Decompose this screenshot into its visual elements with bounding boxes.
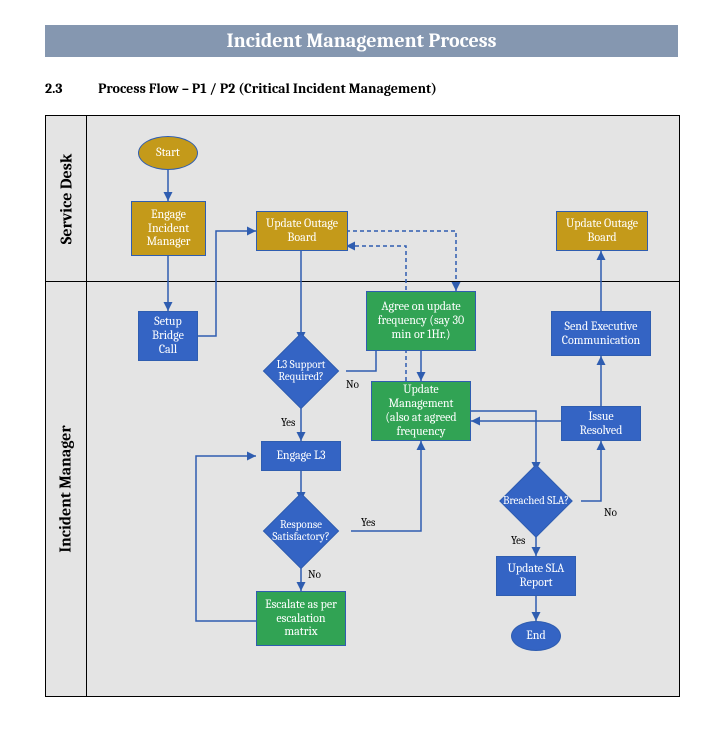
page-title: Incident Management Process: [226, 29, 496, 52]
edge-label-sla-yes: Yes: [511, 534, 525, 547]
node-label: Engage Incident Manager: [136, 208, 201, 249]
section-title: Process Flow – P1 / P2 (Critical Inciden…: [98, 80, 437, 97]
node-issue-resolved: Issue Resolved: [561, 406, 641, 441]
node-label: L3 Support Required?: [260, 359, 342, 383]
node-label: Update Outage Board: [261, 217, 343, 245]
section-heading: 2.3 Process Flow – P1 / P2 (Critical Inc…: [45, 80, 437, 97]
node-label: Update Management (also at agreed freque…: [376, 383, 466, 438]
node-end: End: [511, 621, 561, 651]
node-send-executive-communication: Send Executive Communication: [551, 311, 651, 356]
node-label: Send Executive Communication: [556, 320, 646, 348]
page-title-bar: Incident Management Process: [45, 25, 678, 57]
node-label: Engage L3: [276, 449, 325, 463]
node-engage-incident-manager: Engage Incident Manager: [131, 201, 206, 256]
node-update-sla-report: Update SLA Report: [496, 556, 576, 596]
node-update-management: Update Management (also at agreed freque…: [371, 381, 471, 441]
node-update-outage-board-2: Update Outage Board: [556, 211, 648, 251]
lane-label-text: Service Desk: [57, 153, 75, 244]
node-breached-sla: Breached SLA?: [491, 471, 581, 531]
edge-label-resp-no: No: [308, 568, 321, 581]
node-update-outage-board-1: Update Outage Board: [256, 211, 348, 251]
node-setup-bridge-call: Setup Bridge Call: [138, 311, 198, 361]
node-label: Escalate as per escalation matrix: [261, 598, 341, 639]
section-number: 2.3: [45, 80, 95, 97]
lane-label-service-desk: Service Desk: [46, 116, 86, 281]
node-label: Update SLA Report: [501, 562, 571, 590]
flowchart-frame: Service Desk Incident Manager: [45, 115, 680, 697]
lane-label-text: Incident Manager: [57, 425, 75, 552]
node-label: Breached SLA?: [503, 495, 569, 507]
node-label: Response Satisfactory?: [255, 519, 347, 543]
edge-label-sla-no: No: [604, 506, 617, 519]
node-response-satisfactory: Response Satisfactory?: [251, 501, 351, 561]
node-escalate: Escalate as per escalation matrix: [256, 591, 346, 646]
edge-label-l3-yes: Yes: [281, 416, 295, 429]
node-label: Start: [156, 146, 180, 160]
lane-divider-vertical: [86, 116, 87, 696]
lane-divider-horizontal: [46, 281, 679, 282]
node-engage-l3: Engage L3: [261, 441, 341, 471]
lane-label-incident-manager: Incident Manager: [46, 281, 86, 696]
node-label: Issue Resolved: [566, 410, 636, 438]
edge-label-resp-yes: Yes: [361, 516, 375, 529]
node-label: Setup Bridge Call: [143, 315, 193, 356]
node-label: End: [526, 629, 545, 643]
edge-label-l3-no: No: [346, 378, 359, 391]
node-start: Start: [138, 136, 198, 170]
node-agree-frequency: Agree on update frequency (say 30 min or…: [366, 291, 476, 351]
node-label: Agree on update frequency (say 30 min or…: [371, 300, 471, 341]
node-label: Update Outage Board: [561, 217, 643, 245]
node-l3-support-required: L3 Support Required?: [256, 341, 346, 401]
